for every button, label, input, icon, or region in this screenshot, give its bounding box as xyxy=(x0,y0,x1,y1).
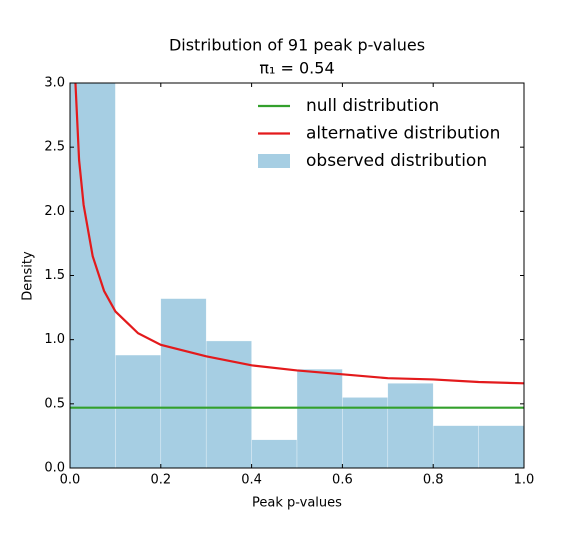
y-tick-label: 2.0 xyxy=(44,204,65,219)
histogram-bar xyxy=(251,439,298,468)
y-tick-label: 0.0 xyxy=(44,461,65,476)
y-tick-label: 2.5 xyxy=(44,140,65,155)
y-tick-label: 3.0 xyxy=(44,76,65,91)
x-tick-label: 0.8 xyxy=(423,473,444,488)
histogram-bar xyxy=(70,83,116,468)
legend-label: null distribution xyxy=(306,96,439,116)
chart-subtitle: π₁ = 0.54 xyxy=(259,59,334,78)
histogram-bar xyxy=(296,368,343,468)
y-tick-label: 0.5 xyxy=(44,396,65,411)
y-axis-label: Density xyxy=(21,251,36,301)
x-tick-label: 1.0 xyxy=(514,473,535,488)
line xyxy=(74,83,524,385)
plot-area xyxy=(70,83,524,468)
x-tick-label: 0.2 xyxy=(150,473,171,488)
chart-title: Distribution of 91 peak p-values xyxy=(169,36,425,55)
x-tick-label: 0.0 xyxy=(60,473,81,488)
x-tick-label: 0.6 xyxy=(332,473,353,488)
histogram-bar xyxy=(432,425,479,468)
x-tick-label: 0.4 xyxy=(241,473,262,488)
legend-label: observed distribution xyxy=(306,151,487,171)
legend-label: alternative distribution xyxy=(306,124,500,144)
histogram-bar xyxy=(160,298,207,468)
histogram-bar xyxy=(342,397,389,468)
y-tick-label: 1.0 xyxy=(44,332,65,347)
y-tick-label: 1.5 xyxy=(44,268,65,283)
histogram-bar xyxy=(115,354,162,468)
histogram-bar xyxy=(387,383,434,468)
histogram-bar xyxy=(478,425,524,468)
x-axis-label: Peak p-values xyxy=(252,496,342,511)
legend-swatch xyxy=(258,154,290,168)
histogram-bar xyxy=(205,340,252,468)
